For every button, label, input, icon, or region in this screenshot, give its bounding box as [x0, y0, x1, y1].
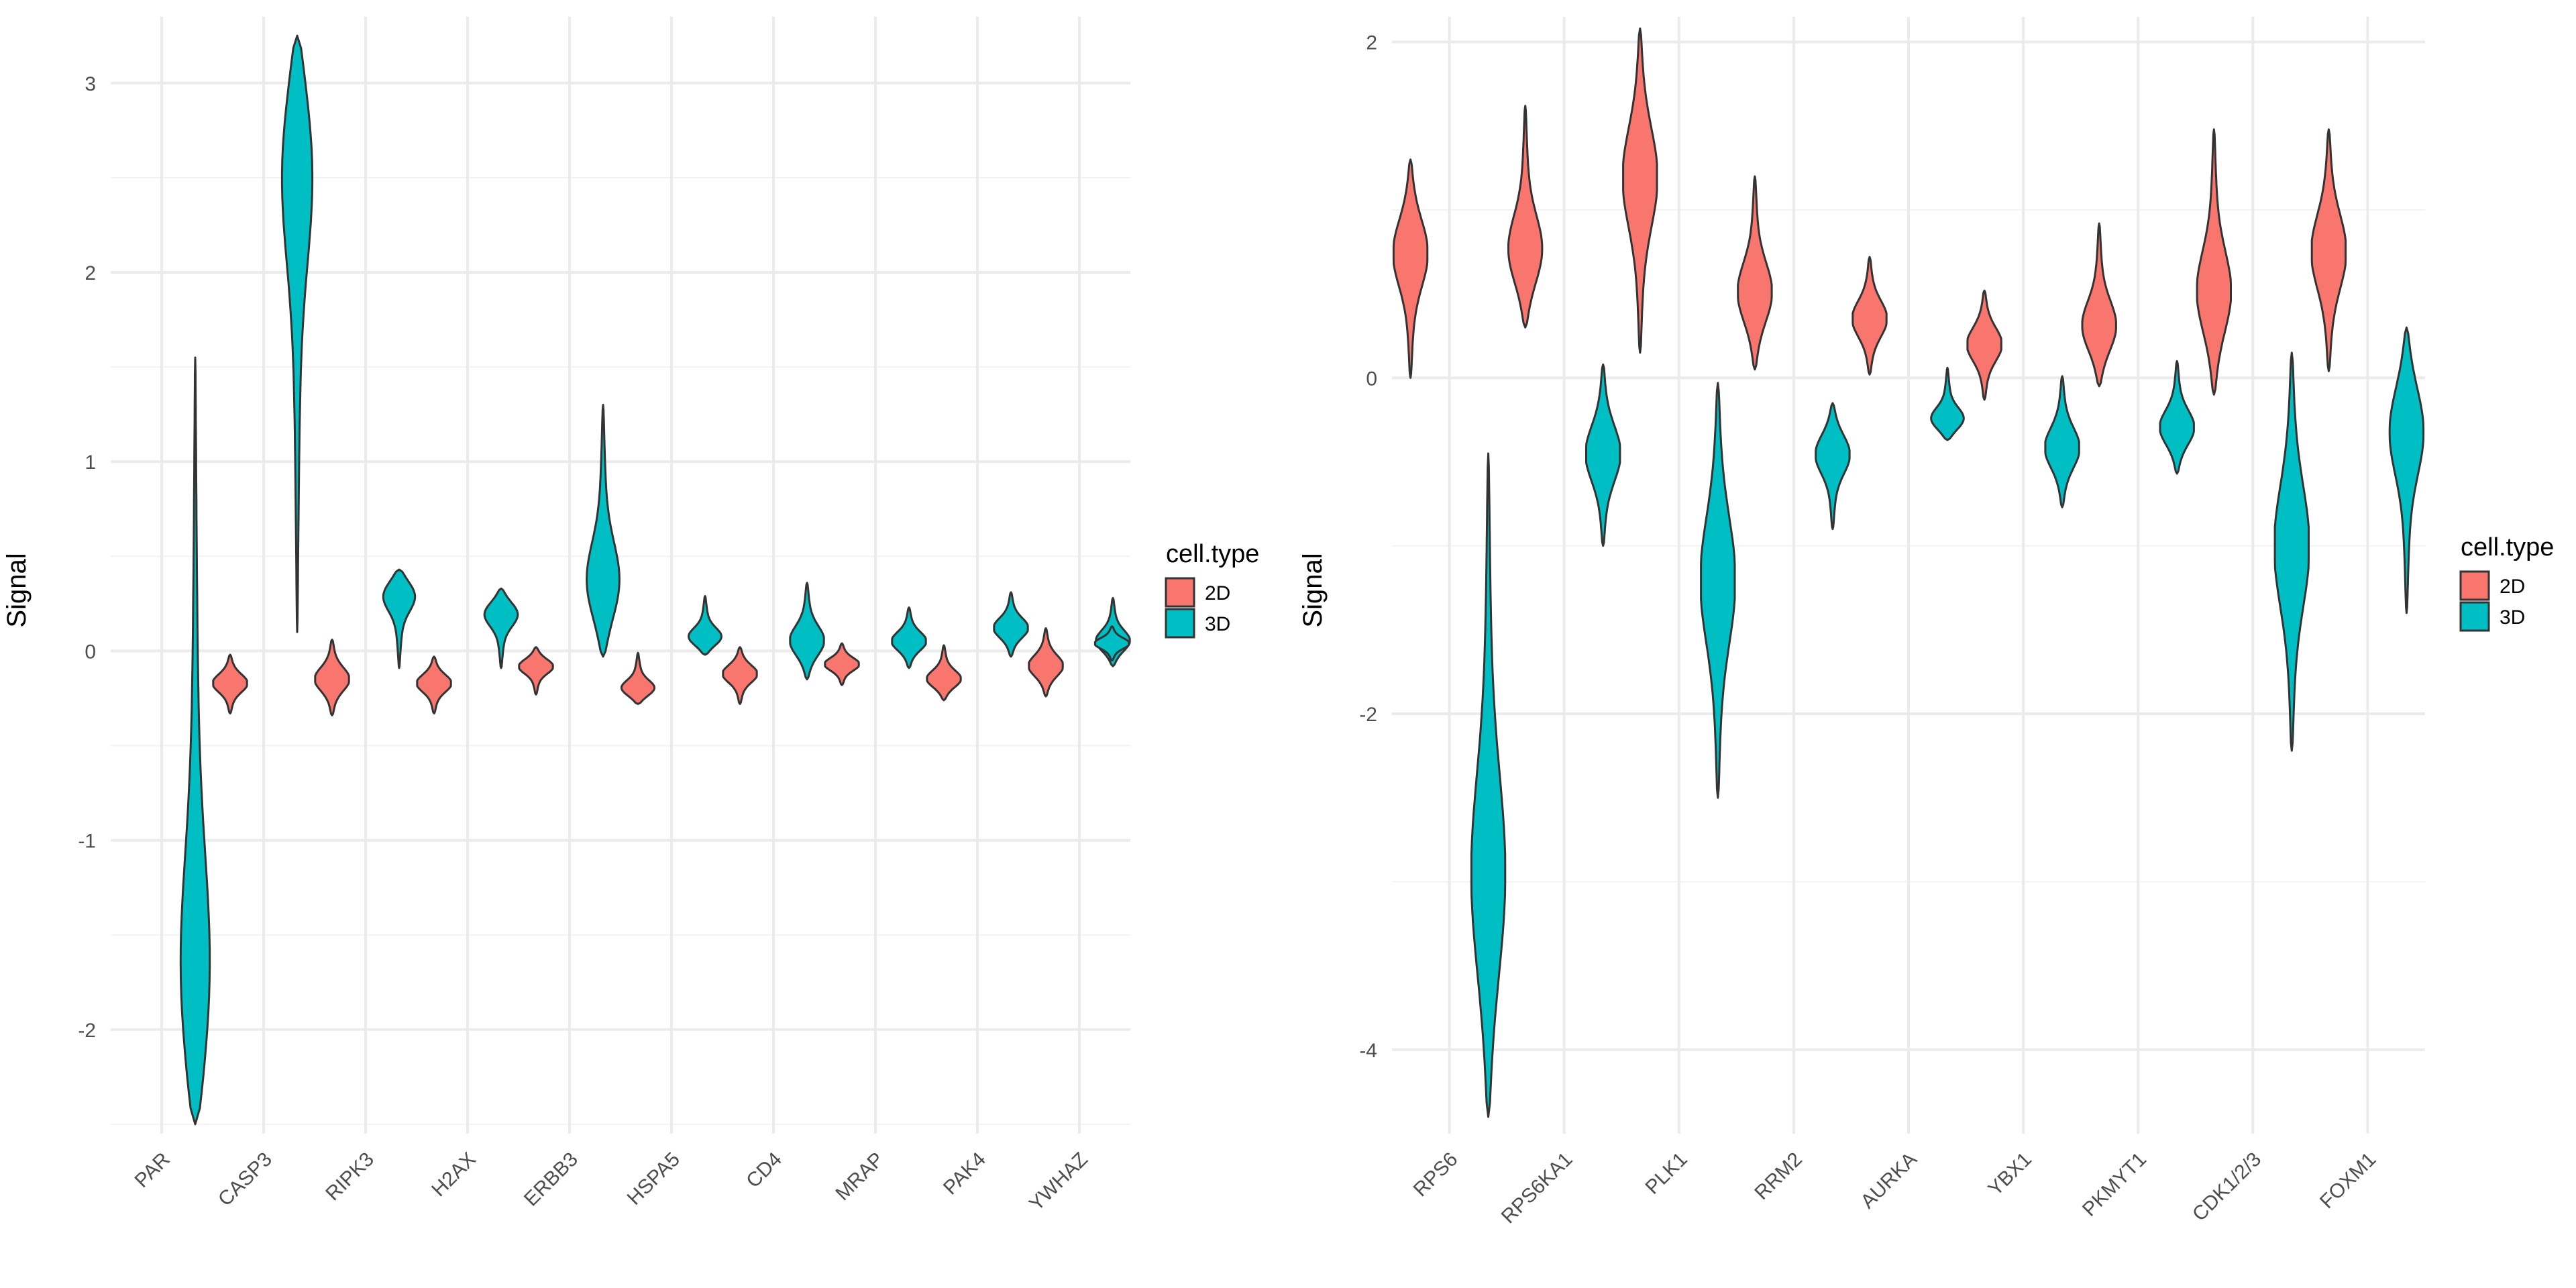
violin-3d [1470, 452, 1507, 1118]
x-tick-label: HSPA5 [623, 1148, 684, 1210]
y-tick-label: -2 [1359, 704, 1377, 726]
panel-2: -4 -2 0 2 RPS6 RPS6KA1 PLK1 RRM2 AURKA YBX1 PKMYT1… [1298, 17, 2554, 1228]
y-tick-label: 1 [85, 451, 96, 474]
y-tick-label: -4 [1359, 1040, 1377, 1062]
violin-2d [2310, 128, 2347, 372]
y-axis-title: Signal [2, 553, 32, 627]
legend-key-3d [1165, 608, 1195, 639]
x-tick-label: FOXM1 [2316, 1148, 2380, 1213]
violin-2d [2081, 222, 2117, 388]
legend-label-3d: 3D [1205, 613, 1230, 635]
violin-2d [1966, 289, 2002, 401]
violin-2d [1028, 627, 1064, 698]
y-tick-label: 2 [85, 262, 96, 284]
x-tick-label: H2AX [427, 1148, 480, 1201]
violin-2d [416, 655, 452, 714]
x-tick-label: MRAP [831, 1148, 888, 1205]
violin-3d [789, 582, 825, 681]
violin-3d [1700, 382, 1736, 799]
x-tick-label: RRM2 [1750, 1148, 1806, 1204]
violin-2d [314, 638, 350, 716]
legend-label-2d: 2D [2500, 576, 2525, 598]
x-tick-label: RIPK3 [321, 1148, 378, 1205]
x-tick-label: CASP3 [214, 1148, 276, 1211]
violin-3d [993, 591, 1029, 658]
violin-3d [179, 356, 211, 1126]
violin-2d [1392, 158, 1429, 379]
violin-2d [212, 653, 248, 714]
legend: cell.type 2D 3D [2459, 533, 2554, 632]
violin-2d [1737, 175, 1773, 371]
violin-3d [382, 568, 417, 669]
violin-2d [1851, 256, 1888, 376]
y-tick-label: -1 [78, 830, 96, 853]
violin-2d [926, 644, 962, 702]
y-tick-label: -2 [78, 1020, 96, 1042]
x-tick-label: YBX1 [1984, 1148, 2036, 1201]
y-tick-label: 0 [85, 641, 96, 663]
violin-3d [891, 606, 927, 669]
legend: cell.type 2D 3D [1165, 540, 1259, 639]
legend-key-2d [1165, 577, 1195, 608]
legend-label-2d: 2D [1205, 582, 1230, 604]
x-tick-label: RPS6 [1409, 1148, 1462, 1201]
violin-2d [824, 642, 860, 686]
violin-3d [280, 34, 314, 633]
x-tick-label: PLK1 [1641, 1148, 1691, 1199]
violin-2d [2196, 128, 2232, 396]
violin-3d [1930, 366, 1965, 441]
legend-title: cell.type [2461, 533, 2554, 561]
legend-title: cell.type [1166, 540, 1259, 568]
x-tick-label: PKMYT1 [2078, 1148, 2151, 1221]
x-tick-label: PAK4 [939, 1148, 990, 1199]
violin-3d [483, 587, 519, 669]
y-axis-title: Signal [1298, 553, 1328, 627]
violin-3d [1585, 363, 1621, 547]
legend-label-3d: 3D [2500, 606, 2525, 629]
panel-1: -2 -1 0 1 2 3 PAR CASP3 RIPK3 H2AX ERBB3 HSPA5 CD4 MR… [2, 17, 1259, 1216]
legend-key-3d [2459, 601, 2490, 632]
x-tick-label: RPS6KA1 [1497, 1148, 1577, 1228]
x-tick-label: ERBB3 [520, 1148, 582, 1211]
violin-2d [620, 651, 656, 705]
violin-3d [2388, 326, 2425, 614]
legend-key-2d [2459, 570, 2490, 601]
violin-3d [2159, 360, 2195, 475]
x-tick-label: YWHAZ [1025, 1148, 1092, 1216]
y-tick-label: 3 [85, 73, 96, 95]
violin-2d [1622, 28, 1658, 354]
violin-3d [1093, 625, 1130, 661]
violin-2d [722, 646, 758, 705]
violin-3d [2044, 375, 2080, 508]
violin-3d [1815, 402, 1851, 531]
x-tick-label: AURKA [1857, 1148, 1921, 1213]
y-tick-label: 2 [1366, 32, 1377, 54]
violin-3d [688, 595, 722, 656]
y-tick-label: 0 [1366, 368, 1377, 390]
x-tick-label: CD4 [742, 1148, 786, 1193]
x-tick-label: PAR [131, 1148, 174, 1192]
x-tick-label: CDK1/2/3 [2188, 1148, 2265, 1226]
violin-2d [518, 646, 554, 696]
violin-2d [1507, 105, 1544, 329]
violin-3d [586, 404, 621, 658]
violin-3d [2273, 352, 2310, 752]
